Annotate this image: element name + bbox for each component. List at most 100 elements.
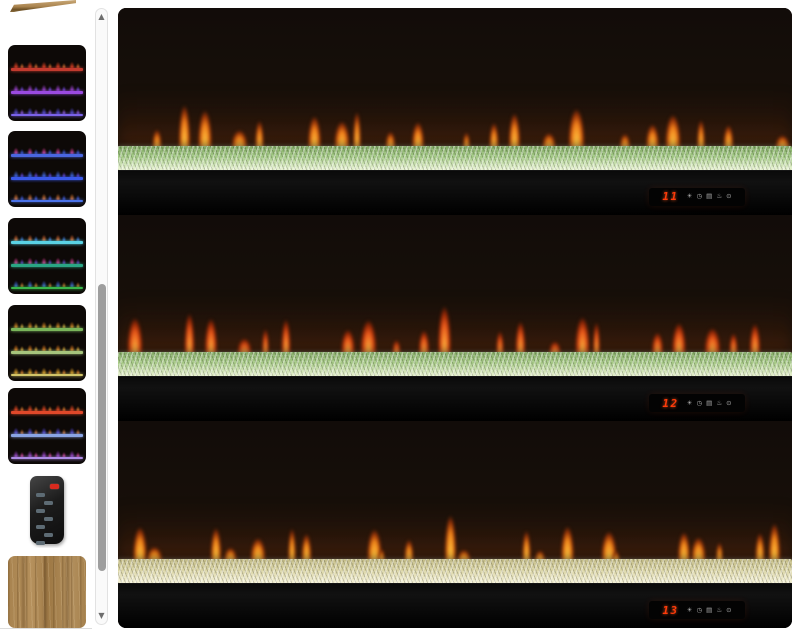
flame-band [118, 41, 792, 151]
flame [728, 325, 740, 358]
thumb-media-strip [11, 177, 83, 180]
thumb-flame-row [10, 417, 84, 437]
thumb-flame-row [10, 334, 84, 354]
flame [176, 88, 192, 151]
temperature-readout: 12 [662, 396, 679, 410]
thumb-flame-row [10, 394, 84, 414]
thumb-flame-row [10, 269, 84, 290]
flame [565, 93, 587, 151]
flame [143, 541, 165, 565]
brightness-icon: ☀ [686, 399, 693, 408]
flame [247, 529, 268, 565]
thumb-media-strip [11, 434, 83, 437]
thumb-media-strip [11, 328, 83, 331]
wood-grain-streak [66, 556, 69, 628]
flame [513, 309, 527, 358]
thumb-flame-rows [8, 131, 86, 207]
flame [676, 521, 693, 565]
display-icon-row: ☀ ◷ ▤ ♨ ⊙ [687, 193, 732, 200]
thumb-media-strip [11, 351, 83, 354]
thumbnail-flames-red-blue-purple[interactable] [8, 388, 86, 464]
thumb-flame-band [11, 316, 83, 329]
thumb-flame-row [10, 51, 84, 71]
fireplace-panel-view-champagne-crystals-3: 13 ☀ ◷ ▤ ♨ ⊙ [118, 421, 792, 628]
thumb-media-strip [11, 373, 83, 377]
thumbnail-remote-control[interactable] [8, 472, 86, 548]
flame [643, 114, 661, 151]
flame [299, 523, 313, 565]
fireplace-panel-view-green-crystals-2: 12 ☀ ◷ ▤ ♨ ⊙ [118, 214, 792, 422]
heater-icon: ▤ [706, 605, 713, 614]
flame [195, 95, 214, 151]
gallery-scrollbar[interactable]: ▲ ▼ [95, 8, 108, 625]
flame [254, 109, 266, 151]
fireplace-base: 11 ☀ ◷ ▤ ♨ ⊙ [118, 169, 792, 215]
thumb-flame-rows [8, 388, 86, 464]
thumbnail-flames-red-purple-blue[interactable] [8, 45, 86, 121]
flame [559, 513, 577, 565]
thumbnail-flames-pink-blue-blue[interactable] [8, 131, 86, 207]
scrollbar-thumb[interactable] [97, 284, 106, 571]
flame [520, 519, 532, 565]
flame [721, 115, 735, 151]
thumb-flame-row [10, 356, 84, 377]
flame [403, 531, 416, 565]
flame [384, 124, 398, 151]
flame [494, 322, 505, 358]
thumbnail-flames-multicolor-cyan-teal-green[interactable] [8, 218, 86, 294]
thumbnail-sidebar: ▲ ▼ [0, 0, 112, 636]
flame [410, 111, 427, 151]
power-icon: ⊙ [726, 192, 732, 201]
flame [754, 522, 767, 565]
flame [183, 298, 197, 358]
thumb-flame-row [10, 160, 84, 180]
flame [617, 127, 632, 151]
thumbnail-flames-orange-green-crystals[interactable] [8, 305, 86, 381]
thumb-flame-band [11, 56, 83, 69]
timer-icon: ◷ [696, 399, 703, 408]
scroll-down-button[interactable]: ▼ [98, 611, 105, 620]
flame [662, 101, 683, 151]
power-icon: ⊙ [726, 605, 732, 614]
flame-icon: ♨ [716, 399, 723, 408]
flame [358, 307, 380, 358]
thumb-flame-band [11, 274, 83, 287]
thumb-media-strip [11, 411, 83, 414]
flame [436, 288, 454, 358]
flame [202, 305, 219, 358]
flame [124, 304, 145, 358]
thumb-flame-row [10, 311, 84, 331]
crystal-bed [118, 352, 792, 378]
thumb-flame-band [11, 252, 83, 264]
thumb-flame-rows [8, 305, 86, 381]
flame-icon: ♨ [716, 192, 723, 201]
thumb-flame-band [11, 229, 83, 242]
thumb-flame-band [11, 422, 83, 434]
thumbnail-wood-grain-swatch[interactable] [8, 556, 86, 628]
thumb-flame-row [10, 137, 84, 157]
flame [351, 97, 362, 151]
wood-grain-streak [44, 556, 47, 628]
flame-icon: ♨ [716, 605, 723, 614]
thumb-flame-band [11, 339, 83, 351]
flame [150, 121, 163, 151]
scroll-up-button[interactable]: ▲ [98, 12, 105, 21]
flame [339, 320, 358, 358]
flame [280, 306, 293, 358]
flame [442, 498, 458, 565]
flame [591, 310, 601, 358]
thumb-flame-band [11, 361, 83, 374]
flame [507, 99, 523, 151]
flame [688, 528, 708, 565]
main-product-image[interactable]: 11 ☀ ◷ ▤ ♨ ⊙ 12 ☀ ◷ ▤ ♨ ⊙ 13 ☀ ◷ ▤ ♨ ⊙ [118, 8, 792, 628]
display-icon-row: ☀ ◷ ▤ ♨ ⊙ [687, 607, 732, 614]
thumb-media-strip [11, 91, 83, 94]
flame [235, 332, 255, 358]
thumb-media-strip [11, 286, 83, 290]
remote-key [44, 533, 53, 537]
flame [702, 318, 724, 358]
thumbnail-mantel-wood-edge[interactable] [10, 0, 76, 12]
thumb-flame-band [11, 142, 83, 155]
thumb-media-strip [11, 68, 83, 71]
thumb-media-strip [11, 241, 83, 244]
